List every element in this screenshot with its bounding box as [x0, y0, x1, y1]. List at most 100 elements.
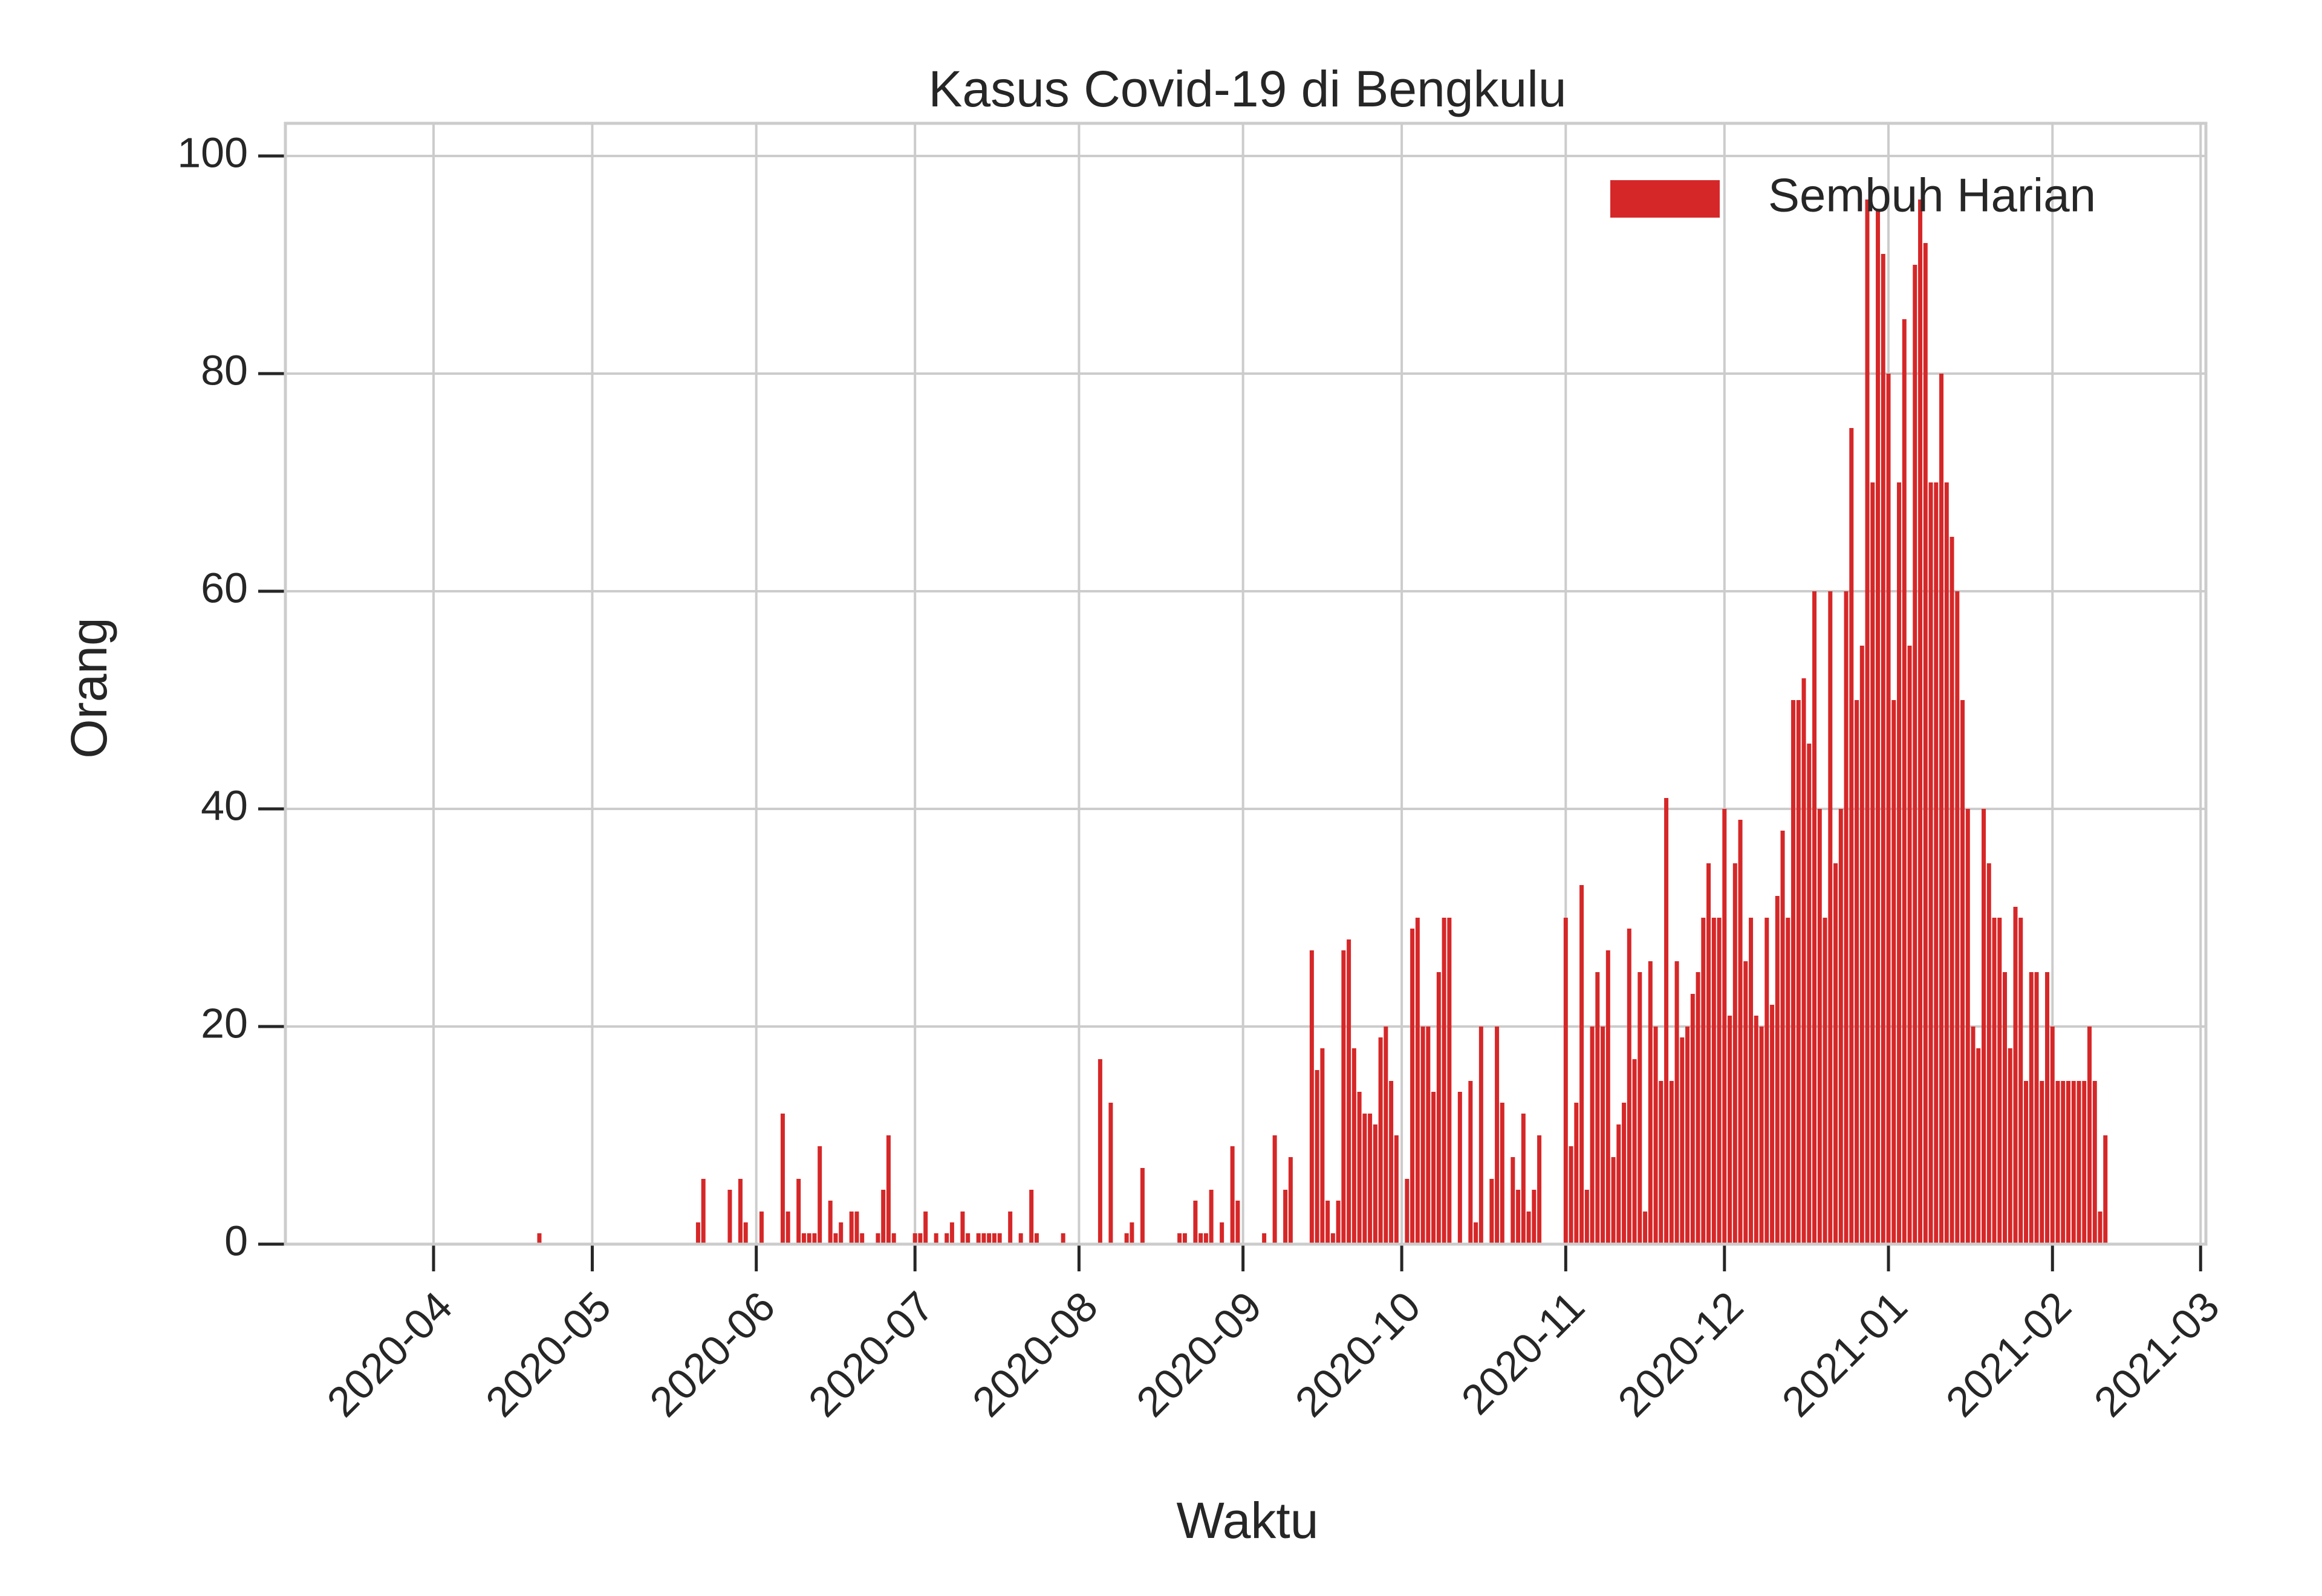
bar	[1696, 972, 1700, 1244]
bar	[796, 1179, 801, 1244]
bar	[1108, 1103, 1113, 1244]
bar	[1823, 918, 1827, 1244]
bar	[1389, 1081, 1394, 1244]
x-tick-label: 2020-12	[1609, 1283, 1752, 1426]
bar	[1643, 1212, 1648, 1244]
x-tick-label: 2020-06	[641, 1283, 784, 1426]
chart-title: Kasus Covid-19 di Bengkulu	[928, 60, 1566, 117]
bar	[1203, 1233, 1208, 1244]
bar	[1960, 700, 1965, 1244]
bar	[1029, 1190, 1034, 1244]
bar	[1315, 1070, 1319, 1244]
bar	[1405, 1179, 1410, 1244]
bar	[2092, 1081, 2097, 1244]
bar	[966, 1233, 971, 1244]
bar	[1521, 1114, 1526, 1244]
bar	[1786, 918, 1790, 1244]
bar	[1426, 1027, 1431, 1244]
bar	[2098, 1212, 2102, 1244]
bar	[1330, 1233, 1335, 1244]
x-tick-label: 2020-04	[318, 1283, 461, 1426]
x-tick-label: 2021-01	[1773, 1283, 1916, 1426]
bar	[1844, 591, 1849, 1244]
bar	[1309, 950, 1314, 1244]
bar	[987, 1233, 992, 1244]
legend-swatch	[1610, 180, 1720, 218]
bar	[1939, 374, 1944, 1244]
x-tick-label: 2021-03	[2085, 1283, 2228, 1426]
bar	[1775, 896, 1780, 1244]
bar	[2024, 1081, 2029, 1244]
bar	[785, 1212, 790, 1244]
bar	[1759, 1027, 1764, 1244]
bar	[1976, 1048, 1981, 1244]
bar	[1474, 1222, 1478, 1244]
bar-series	[537, 199, 2108, 1244]
bar	[1870, 482, 1875, 1244]
x-tick-label: 2020-05	[476, 1283, 620, 1426]
bar	[738, 1179, 743, 1244]
bar	[818, 1146, 822, 1244]
bar	[1124, 1233, 1129, 1244]
bar	[1018, 1233, 1023, 1244]
bar	[1468, 1081, 1473, 1244]
bar	[759, 1212, 764, 1244]
bar	[1230, 1146, 1235, 1244]
bar	[976, 1233, 981, 1244]
bar	[1897, 482, 1902, 1244]
bar	[1061, 1233, 1065, 1244]
bar	[743, 1222, 748, 1244]
bar	[1611, 1157, 1616, 1244]
grid	[285, 123, 2206, 1245]
bar	[2034, 972, 2039, 1244]
bar	[1717, 918, 1722, 1244]
bar	[1685, 1027, 1690, 1244]
bar	[1955, 591, 1960, 1244]
bar	[1511, 1157, 1515, 1244]
bar	[1500, 1103, 1504, 1244]
bar	[1849, 428, 1854, 1244]
bar	[918, 1233, 923, 1244]
bar	[992, 1233, 997, 1244]
bar	[1605, 950, 1610, 1244]
bar	[2055, 1081, 2060, 1244]
bar	[1182, 1233, 1187, 1244]
bar	[1590, 1027, 1595, 1244]
bar	[1442, 918, 1446, 1244]
bar	[1584, 1190, 1589, 1244]
bar	[1918, 199, 1923, 1244]
bar	[2018, 918, 2023, 1244]
bar	[1992, 918, 1997, 1244]
plot-frame	[284, 122, 2208, 1246]
bar	[2040, 1081, 2044, 1244]
bar	[1982, 809, 1986, 1244]
bar	[1420, 1027, 1425, 1244]
bar	[1140, 1168, 1145, 1244]
bar	[1876, 210, 1881, 1244]
bar	[1627, 929, 1631, 1244]
bar	[1130, 1222, 1134, 1244]
bar	[2087, 1027, 2092, 1244]
bar	[1944, 482, 1949, 1244]
bar	[1378, 1037, 1383, 1244]
bar	[2013, 907, 2018, 1244]
bar	[949, 1222, 954, 1244]
legend-label: Sembuh Harian	[1768, 169, 2096, 222]
bar	[1812, 591, 1817, 1244]
bar	[1574, 1103, 1579, 1244]
bar	[695, 1222, 700, 1244]
bar	[1563, 918, 1568, 1244]
bar	[1601, 1027, 1605, 1244]
y-axis-label: Orang	[60, 617, 117, 758]
bar	[1368, 1114, 1373, 1244]
bar	[1436, 972, 1441, 1244]
bar	[1347, 939, 1351, 1244]
bar	[1791, 700, 1796, 1244]
bar	[1907, 646, 1912, 1244]
bar	[886, 1135, 891, 1244]
bar	[1653, 1027, 1658, 1244]
bar	[1526, 1212, 1531, 1244]
bar	[1764, 918, 1769, 1244]
bar	[1738, 820, 1743, 1244]
